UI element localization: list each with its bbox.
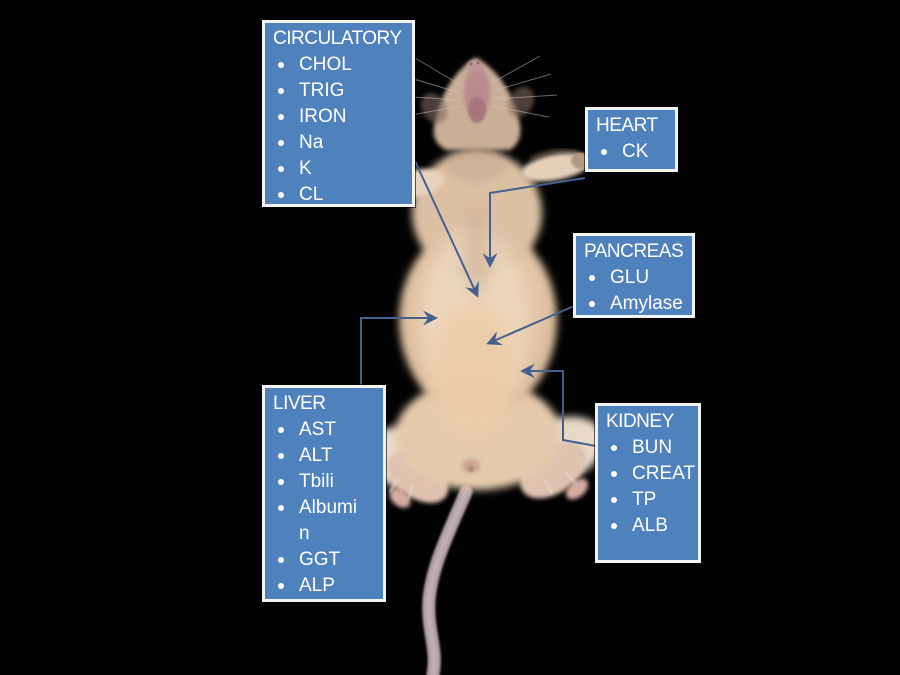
list-item: CL: [273, 182, 408, 208]
list-item: AST: [273, 417, 379, 443]
kidney-box: KIDNEY BUN CREAT TP ALB: [595, 403, 701, 563]
circulatory-list: CHOL TRIG IRON Na K CL: [273, 52, 408, 208]
bullet-icon: [273, 443, 299, 469]
heart-list: CK: [596, 139, 671, 165]
mouse-tail: [422, 485, 473, 675]
pancreas-list: GLU Amylase: [584, 265, 688, 317]
list-item: Albumin: [273, 495, 379, 547]
list-item: ALP: [273, 573, 379, 599]
pancreas-title: PANCREAS: [584, 241, 684, 262]
list-item: K: [273, 156, 408, 182]
list-item: Na: [273, 130, 408, 156]
bullet-icon: [584, 265, 610, 291]
bullet-icon: [606, 487, 632, 513]
circulatory-title: CIRCULATORY: [273, 28, 402, 49]
bullet-icon: [273, 495, 299, 521]
heart-title: HEART: [596, 115, 658, 136]
bullet-icon: [273, 130, 299, 156]
liver-box: LIVER AST ALT Tbili Albumin GGT ALP: [262, 385, 386, 602]
bullet-icon: [606, 461, 632, 487]
list-item: Tbili: [273, 469, 379, 495]
list-item: BUN: [606, 435, 694, 461]
list-item: ALT: [273, 443, 379, 469]
mouse-head: [420, 57, 535, 183]
mouse-body: [395, 150, 561, 490]
kidney-title: KIDNEY: [606, 411, 674, 432]
list-item: GLU: [584, 265, 688, 291]
list-item: GGT: [273, 547, 379, 573]
bullet-icon: [273, 469, 299, 495]
bullet-icon: [273, 78, 299, 104]
bullet-icon: [584, 291, 610, 317]
liver-list: AST ALT Tbili Albumin GGT ALP: [273, 417, 379, 599]
bullet-icon: [273, 104, 299, 130]
bullet-icon: [606, 435, 632, 461]
connector-circulatory: [414, 160, 479, 298]
list-item: ALB: [606, 513, 694, 539]
liver-title: LIVER: [273, 393, 326, 414]
bullet-icon: [273, 52, 299, 78]
list-item: CHOL: [273, 52, 408, 78]
connector-liver: [360, 310, 438, 385]
bullet-icon: [273, 417, 299, 443]
connector-pancreas: [486, 305, 575, 346]
bullet-icon: [273, 156, 299, 182]
bullet-icon: [273, 547, 299, 573]
list-item: TRIG: [273, 78, 408, 104]
list-item: TP: [606, 487, 694, 513]
list-item: CK: [596, 139, 671, 165]
connector-heart: [482, 177, 586, 268]
connector-kidney: [520, 363, 597, 447]
heart-box: HEART CK: [585, 107, 678, 172]
pancreas-box: PANCREAS GLU Amylase: [573, 233, 695, 318]
circulatory-box: CIRCULATORY CHOL TRIG IRON Na K CL: [262, 20, 415, 207]
kidney-list: BUN CREAT TP ALB: [606, 435, 695, 539]
mouse-belly-detail: [389, 459, 577, 501]
bullet-icon: [273, 182, 299, 208]
bullet-icon: [606, 513, 632, 539]
list-item: CREAT: [606, 461, 695, 487]
bullet-icon: [273, 573, 299, 599]
list-item: Amylase: [584, 291, 688, 317]
bullet-icon: [596, 139, 622, 165]
list-item: IRON: [273, 104, 408, 130]
